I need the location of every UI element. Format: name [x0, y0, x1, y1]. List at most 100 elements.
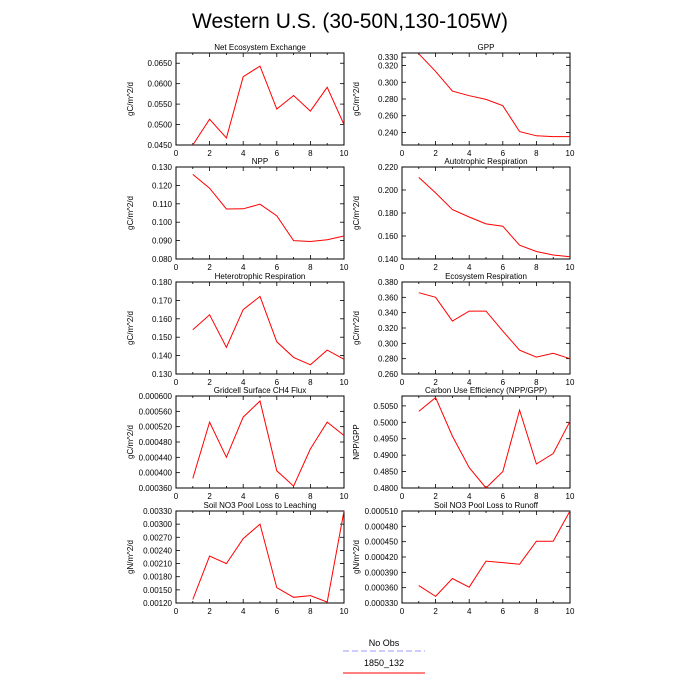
x-tick-label: 10 [340, 492, 349, 501]
x-tick-label: 10 [566, 149, 575, 158]
x-tick-label: 4 [241, 149, 246, 158]
x-tick-label: 2 [207, 263, 212, 272]
x-tick-label: 4 [241, 492, 246, 501]
y-tick-label: 0.100 [152, 218, 173, 227]
legend-label-1850-132: 1850_132 [364, 658, 404, 668]
chart-panel: Net Ecosystem Exchange gC/m^2/d 0 2 4 6 8 10 0.0… [126, 43, 349, 158]
chart-panel: NPP gC/m^2/d 0 2 4 6 8 10 0.080 0.090 0.100 0.110 0.… [126, 157, 349, 272]
y-tick-label: 0.000600 [139, 392, 173, 401]
y-tick-label: 0.5000 [374, 418, 399, 427]
chart-panel: Autotrophic Respiration gC/m^2/d 0 2 4 6 8 10 0.… [352, 157, 575, 272]
y-tick-label: 0.110 [153, 200, 173, 209]
chart-panel: Soil NO3 Pool Loss to Leaching gN/m^2/d 0 2… [126, 501, 349, 616]
panel-title: Soil NO3 Pool Loss to Runoff [434, 501, 539, 510]
y-tick-label: 0.4850 [374, 468, 399, 477]
x-tick-label: 10 [340, 149, 349, 158]
chart-panel: Heterotrophic Respiration gC/m^2/d 0 2 4 6 8 10… [126, 272, 349, 387]
y-tick-label: 0.260 [378, 112, 399, 121]
y-tick-label: 0.330 [378, 53, 399, 62]
panel-title: Gridcell Surface CH4 Flux [214, 386, 306, 395]
series-line [418, 177, 571, 258]
series-line [192, 510, 345, 603]
y-tick-label: 0.160 [378, 232, 399, 241]
x-tick-label: 6 [275, 263, 280, 272]
y-tick-label: 0.320 [378, 324, 399, 333]
x-tick-label: 10 [566, 492, 575, 501]
x-tick-label: 4 [241, 378, 246, 387]
plot-frame [401, 281, 571, 375]
y-tick-label: 0.380 [378, 278, 399, 287]
panel-title: Autotrophic Respiration [444, 157, 527, 166]
chart-panel: Soil NO3 Pool Loss to Runoff gN/m^2/d 0 2 4 6… [352, 501, 575, 616]
y-axis-label: gC/m^2/d [126, 196, 135, 230]
x-tick-label: 2 [433, 149, 438, 158]
x-tick-label: 10 [566, 607, 575, 616]
x-tick-label: 10 [340, 607, 349, 616]
y-tick-label: 0.0450 [148, 141, 173, 150]
y-tick-label: 0.090 [152, 237, 173, 246]
x-tick-label: 6 [501, 149, 506, 158]
y-tick-label: 0.150 [152, 333, 173, 342]
x-tick-label: 6 [275, 492, 280, 501]
x-tick-label: 0 [174, 492, 179, 501]
y-tick-label: 0.120 [152, 181, 173, 190]
x-tick-label: 2 [433, 263, 438, 272]
y-tick-label: 0.000360 [365, 584, 399, 593]
plot-frame [175, 395, 345, 489]
plot-frame [401, 510, 571, 604]
x-tick-label: 8 [308, 607, 313, 616]
y-axis-label: gN/m^2/d [352, 540, 361, 574]
x-tick-label: 8 [534, 607, 539, 616]
panel-title: Ecosystem Respiration [445, 272, 527, 281]
y-tick-label: 0.280 [378, 355, 399, 364]
y-tick-label: 0.260 [378, 370, 399, 379]
y-tick-label: 0.000360 [139, 484, 173, 493]
series-line [418, 510, 571, 598]
y-tick-label: 0.180 [152, 278, 173, 287]
x-tick-label: 2 [207, 607, 212, 616]
y-tick-label: 0.000330 [365, 599, 399, 608]
legend-label-no-obs: No Obs [369, 638, 400, 648]
x-tick-label: 0 [174, 378, 179, 387]
chart-panel: GPP gC/m^2/d 0 2 4 6 8 10 0.240 0.260 0.280 0.300 0.… [352, 43, 575, 158]
y-axis-label: NPP/GPP [352, 424, 361, 460]
y-tick-label: 0.140 [378, 255, 399, 264]
y-axis-label: gC/m^2/d [126, 425, 135, 459]
panel-title: NPP [252, 157, 268, 166]
panel-title: GPP [478, 43, 495, 52]
x-tick-label: 0 [400, 607, 405, 616]
x-tick-label: 6 [501, 378, 506, 387]
series-line [192, 400, 345, 487]
y-axis-label: gC/m^2/d [352, 311, 361, 345]
x-tick-label: 0 [174, 149, 179, 158]
y-tick-label: 0.300 [378, 339, 399, 348]
panel-title: Net Ecosystem Exchange [214, 43, 306, 52]
x-tick-label: 8 [308, 378, 313, 387]
y-tick-label: 0.280 [378, 95, 399, 104]
y-tick-label: 0.000560 [139, 407, 173, 416]
y-tick-label: 0.000450 [365, 538, 399, 547]
y-tick-label: 0.000440 [139, 453, 173, 462]
x-tick-label: 4 [467, 607, 472, 616]
x-tick-label: 2 [433, 378, 438, 387]
y-axis-label: gC/m^2/d [126, 311, 135, 345]
y-tick-label: 0.000520 [139, 423, 173, 432]
x-tick-label: 2 [433, 607, 438, 616]
y-tick-label: 0.000400 [139, 469, 173, 478]
y-tick-label: 0.000480 [365, 522, 399, 531]
y-tick-label: 0.00240 [143, 546, 172, 555]
y-tick-label: 0.4900 [374, 451, 399, 460]
x-tick-label: 10 [566, 263, 575, 272]
x-tick-label: 4 [467, 492, 472, 501]
x-tick-label: 6 [501, 492, 506, 501]
series-line [192, 174, 345, 243]
x-tick-label: 10 [340, 263, 349, 272]
x-tick-label: 4 [241, 607, 246, 616]
y-tick-label: 0.080 [152, 255, 173, 264]
y-tick-label: 0.4950 [374, 435, 399, 444]
y-tick-label: 0.200 [378, 186, 399, 195]
series-line [192, 295, 345, 366]
plot-frame [401, 395, 571, 489]
y-tick-label: 0.0500 [148, 121, 173, 130]
page-title: Western U.S. (30-50N,130-105W) [192, 10, 508, 33]
